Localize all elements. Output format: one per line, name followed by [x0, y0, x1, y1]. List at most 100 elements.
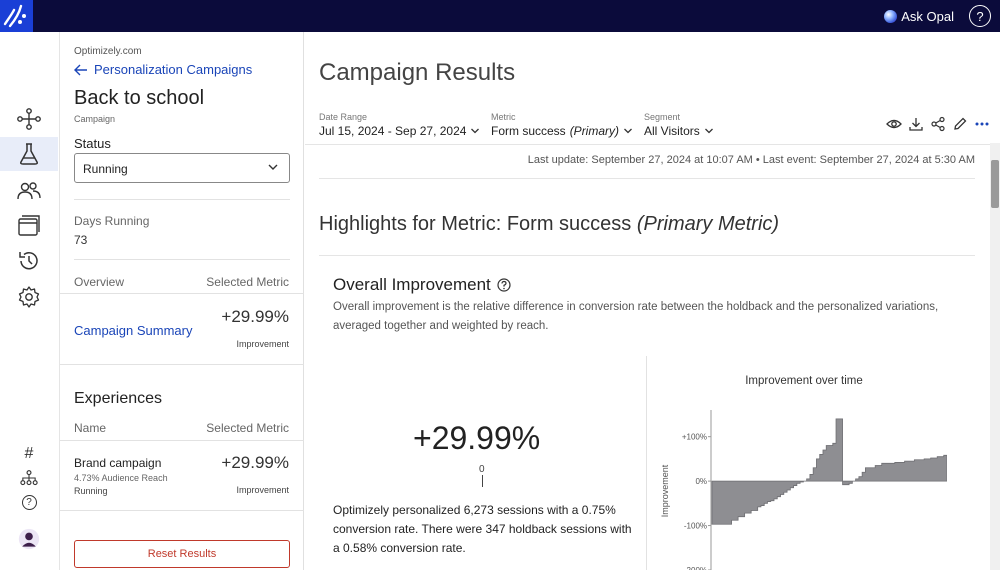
experience-reach: 4.73% Audience Reach — [74, 473, 168, 483]
divider — [74, 199, 290, 200]
divider — [60, 440, 304, 441]
opal-orb-icon — [884, 9, 898, 23]
segment-label: Segment — [644, 112, 681, 122]
rail-item-pages[interactable] — [0, 209, 58, 243]
chart-y-tick-label: -200% — [684, 566, 707, 570]
overall-improvement-value: +29.99% — [413, 420, 541, 456]
metric-label: Metric — [491, 112, 516, 122]
summary-improvement-value: +29.99% — [221, 307, 289, 326]
campaign-type: Campaign — [74, 114, 116, 124]
experience-name[interactable]: Brand campaign — [74, 456, 162, 470]
scrollbar-thumb[interactable] — [991, 160, 999, 208]
users-icon — [17, 182, 41, 200]
avatar-icon — [18, 528, 40, 550]
optimizely-logo-icon[interactable] — [0, 0, 33, 32]
zero-marker-label: 0 — [479, 464, 485, 475]
experiences-metric-column: Selected Metric — [206, 421, 289, 435]
preview-eye-icon[interactable] — [886, 116, 902, 132]
back-link-label: Personalization Campaigns — [94, 62, 253, 77]
segment-filter[interactable]: Segment All Visitors — [644, 112, 714, 138]
chart-y-axis-label: Improvement — [660, 464, 670, 517]
help-circle-icon[interactable] — [497, 278, 511, 292]
windows-icon — [18, 215, 40, 236]
campaign-title: Back to school — [74, 87, 205, 109]
rail-item-experiments[interactable] — [0, 137, 58, 171]
rail-item-settings[interactable] — [0, 280, 58, 314]
days-running-label: Days Running — [74, 214, 150, 228]
campaign-summary-link[interactable]: Campaign Summary — [74, 323, 193, 338]
days-running-value: 73 — [74, 233, 88, 247]
divider — [305, 144, 991, 145]
rail-item-profile[interactable] — [0, 526, 58, 552]
download-icon[interactable] — [908, 116, 924, 132]
results-main: Campaign Results Date Range Jul 15, 2024… — [305, 32, 1000, 570]
status-value: Running — [83, 162, 128, 176]
chart-title: Improvement over time — [745, 375, 863, 387]
rail-item-help[interactable]: ? — [0, 490, 58, 514]
improvement-chart: Improvement over time Improvement +100% 0… — [660, 375, 947, 570]
org-name: Optimizely.com — [74, 46, 142, 57]
date-range-value: Jul 15, 2024 - Sep 27, 2024 — [319, 124, 467, 138]
segment-value: All Visitors — [644, 124, 700, 138]
chart-y-tick-label: 0% — [695, 477, 707, 486]
gear-icon — [18, 286, 40, 308]
chart-area-series — [711, 418, 947, 525]
divider — [646, 356, 647, 570]
chevron-down-icon — [624, 128, 632, 134]
metric-value: Form success — [491, 124, 566, 138]
chart-y-tick-label: +100% — [682, 433, 707, 442]
status-select[interactable]: Running — [74, 153, 290, 183]
experience-status: Running — [74, 486, 108, 496]
rail-item-hash[interactable]: # — [0, 441, 58, 467]
arrow-left-icon — [74, 64, 87, 75]
help-icon: ? — [21, 494, 37, 510]
flow-icon — [17, 108, 41, 130]
divider — [60, 293, 304, 294]
metric-filter[interactable]: Metric Form success (Primary) — [491, 112, 633, 138]
rail-item-flow[interactable] — [0, 102, 58, 136]
campaign-panel: Optimizely.com Personalization Campaigns… — [60, 32, 304, 570]
experience-improvement-value: +29.99% — [221, 453, 289, 472]
experiences-heading: Experiences — [74, 390, 163, 407]
rail-item-org[interactable] — [0, 466, 58, 490]
org-icon — [20, 470, 38, 486]
history-icon — [19, 252, 38, 270]
reset-results-button[interactable]: Reset Results — [74, 540, 290, 568]
rail-item-history[interactable] — [0, 244, 58, 278]
highlights-metric: Highlights for Metric: Form success — [319, 213, 632, 235]
selected-metric-label: Selected Metric — [206, 275, 289, 289]
divider — [319, 255, 975, 256]
overall-improvement-heading: Overall Improvement — [333, 275, 511, 295]
help-icon: ? — [976, 8, 984, 24]
divider — [60, 364, 304, 365]
flask-icon — [20, 143, 38, 165]
experience-improvement-label: Improvement — [236, 485, 289, 495]
sessions-summary: Optimizely personalized 6,273 sessions w… — [333, 503, 632, 555]
metric-value-primary: (Primary) — [569, 124, 620, 138]
share-icon[interactable] — [930, 116, 946, 132]
ask-opal-label: Ask Opal — [901, 8, 954, 24]
experiences-name-column: Name — [74, 421, 107, 435]
chevron-down-icon — [268, 164, 278, 170]
chevron-down-icon — [471, 128, 480, 134]
rail-item-audiences[interactable] — [0, 174, 58, 208]
edit-pencil-icon[interactable] — [952, 116, 968, 132]
overall-improvement-title: Overall Improvement — [333, 275, 491, 294]
summary-improvement-label: Improvement — [236, 339, 289, 349]
overall-improvement-description: Overall improvement is the relative diff… — [333, 301, 939, 332]
scrollbar-track[interactable] — [990, 143, 1000, 570]
status-label: Status — [74, 136, 111, 151]
icon-rail: # ? — [0, 32, 60, 570]
date-range-filter[interactable]: Date Range Jul 15, 2024 - Sep 27, 2024 — [319, 112, 480, 138]
zero-marker-tick — [482, 475, 483, 487]
back-link[interactable]: Personalization Campaigns — [74, 62, 252, 77]
highlights-heading: Highlights for Metric: Form success (Pri… — [319, 213, 779, 236]
chevron-down-icon — [704, 128, 713, 134]
overview-label: Overview — [74, 275, 125, 289]
ask-opal-button[interactable]: Ask Opal — [884, 7, 954, 25]
divider — [74, 259, 290, 260]
last-update-text: Last update: September 27, 2024 at 10:07… — [527, 154, 975, 166]
more-icon[interactable] — [974, 116, 990, 132]
toolbar — [886, 116, 990, 132]
help-button[interactable]: ? — [969, 5, 991, 27]
